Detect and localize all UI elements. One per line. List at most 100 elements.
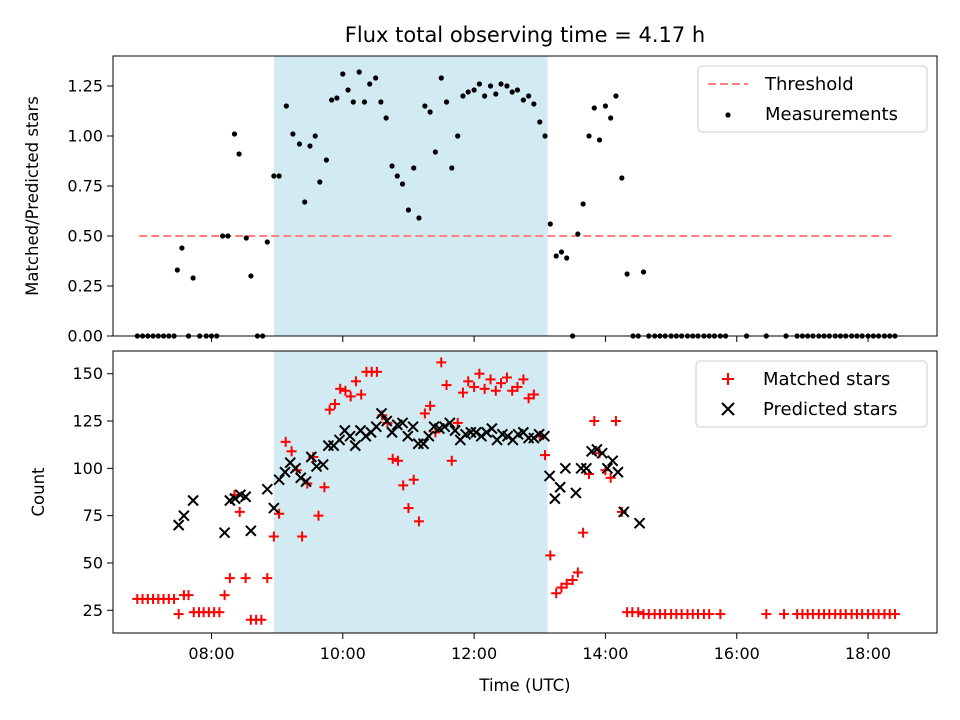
matched-star-point: [589, 416, 600, 427]
predicted-star-stroke-b: [596, 447, 608, 459]
measurement-point: [465, 89, 471, 95]
measurement-point: [443, 99, 450, 105]
predicted-star-stroke-b: [268, 502, 280, 514]
measurement-point: [411, 165, 417, 171]
measurement-point: [624, 271, 630, 277]
predicted-star-point: [606, 455, 619, 467]
matched-star-point: [280, 436, 291, 447]
predicted-star-stroke-b: [423, 430, 435, 442]
predicted-star-point: [475, 430, 488, 442]
matched-star-point: [356, 389, 367, 400]
matched-star-point: [234, 506, 245, 517]
matched-star-point: [633, 607, 644, 618]
measurement-point: [547, 221, 553, 227]
matched-star-point: [240, 573, 251, 584]
predicted-star-stroke-b: [349, 439, 361, 452]
predicted-star-point: [601, 462, 614, 475]
bottom-y-tick-label: 25: [83, 601, 103, 620]
predicted-star-stroke-b: [375, 407, 388, 420]
measurement-point: [514, 87, 521, 93]
matched-star-point: [286, 446, 297, 457]
measurement-point: [564, 255, 570, 261]
measurement-point: [432, 149, 438, 155]
top-y-axis-label: Matched/Predicted stars: [23, 96, 42, 296]
predicted-star-point: [386, 426, 398, 439]
predicted-star-point: [279, 466, 291, 478]
predicted-star-point: [480, 426, 493, 439]
predicted-star-point: [633, 517, 646, 529]
measurement-point: [243, 235, 249, 241]
predicted-star-stroke-b: [543, 470, 556, 482]
predicted-star-stroke-b: [402, 430, 414, 442]
matched-star-point: [567, 575, 578, 586]
matched-star-point: [324, 404, 335, 415]
predicted-star-stroke-b: [360, 430, 372, 442]
legend-measurements-label: Measurements: [765, 104, 898, 125]
predicted-star-stroke-b: [187, 494, 199, 507]
predicted-star-point: [370, 420, 382, 433]
measurement-point: [399, 181, 406, 187]
predicted-star-stroke-b: [239, 491, 252, 503]
measurement-point: [580, 201, 586, 207]
bottom-x-tick-label: 18:00: [845, 644, 891, 663]
measurement-point: [422, 103, 428, 109]
predicted-star-point: [218, 526, 231, 539]
predicted-star-point: [268, 502, 280, 514]
bottom-shaded-interval: [273, 351, 548, 633]
predicted-star-point: [554, 481, 566, 493]
predicted-star-point: [591, 443, 603, 456]
measurement-point: [271, 173, 277, 179]
predicted-star-stroke-b: [295, 472, 307, 484]
measurement-point: [174, 267, 180, 273]
predicted-star-stroke-b: [554, 481, 566, 493]
predicted-star-point: [396, 417, 409, 429]
predicted-star-stroke-b: [496, 428, 509, 440]
predicted-star-stroke-b: [234, 489, 247, 501]
matched-star-point: [425, 400, 436, 411]
predicted-star-stroke-b: [538, 430, 551, 442]
predicted-star-stroke-b: [475, 430, 488, 442]
predicted-star-stroke-b: [438, 420, 451, 433]
measurement-point: [236, 151, 242, 157]
top-panel: 0.00 0.25 0.50 0.75 1.00 1.25 Threshold Measure…: [67, 55, 938, 346]
matched-star-point: [313, 510, 324, 521]
predicted-star-point: [273, 473, 285, 486]
predicted-star-stroke-b: [218, 526, 231, 539]
predicted-star-stroke-b: [612, 466, 624, 478]
predicted-star-point: [178, 509, 190, 522]
predicted-star-point: [310, 460, 323, 473]
predicted-star-stroke-b: [618, 506, 630, 518]
matched-star-point: [528, 389, 539, 400]
measurement-point: [367, 81, 373, 87]
measurement-point: [471, 87, 477, 93]
matched-star-point: [469, 381, 480, 392]
matched-star-point: [507, 385, 518, 396]
bottom-x-tick-label: 10:00: [320, 644, 366, 663]
matched-star-point: [704, 609, 715, 620]
matched-star-point: [183, 590, 194, 601]
bottom-panel: 25 50 75 100 125 150 08:00 10:00 12:00 14:00 16:00…: [72, 350, 938, 663]
matched-star-point: [345, 391, 356, 402]
predicted-star-point: [375, 407, 388, 420]
matched-star-point: [413, 516, 424, 527]
measurement-point: [542, 133, 548, 139]
matched-star-point: [350, 376, 361, 387]
predicted-star-stroke-b: [396, 417, 409, 429]
matched-star-point: [485, 374, 496, 385]
predicted-star-stroke-b: [633, 517, 646, 529]
measurement-point: [179, 245, 185, 251]
top-legend: Threshold Measurements: [697, 65, 928, 133]
predicted-star-stroke-b: [570, 487, 582, 499]
matched-star-point: [556, 582, 567, 593]
matched-star-point: [463, 376, 474, 387]
predicted-star-point: [402, 430, 414, 442]
predicted-star-point: [543, 470, 556, 482]
measurement-point: [482, 93, 488, 99]
bottom-y-tick-label: 100: [72, 459, 103, 478]
predicted-star-stroke-b: [386, 426, 398, 439]
predicted-star-point: [261, 483, 274, 495]
measurement-point: [640, 269, 647, 275]
predicted-star-stroke-b: [284, 456, 296, 469]
matched-star-point: [169, 593, 180, 604]
measurement-point: [619, 175, 625, 181]
